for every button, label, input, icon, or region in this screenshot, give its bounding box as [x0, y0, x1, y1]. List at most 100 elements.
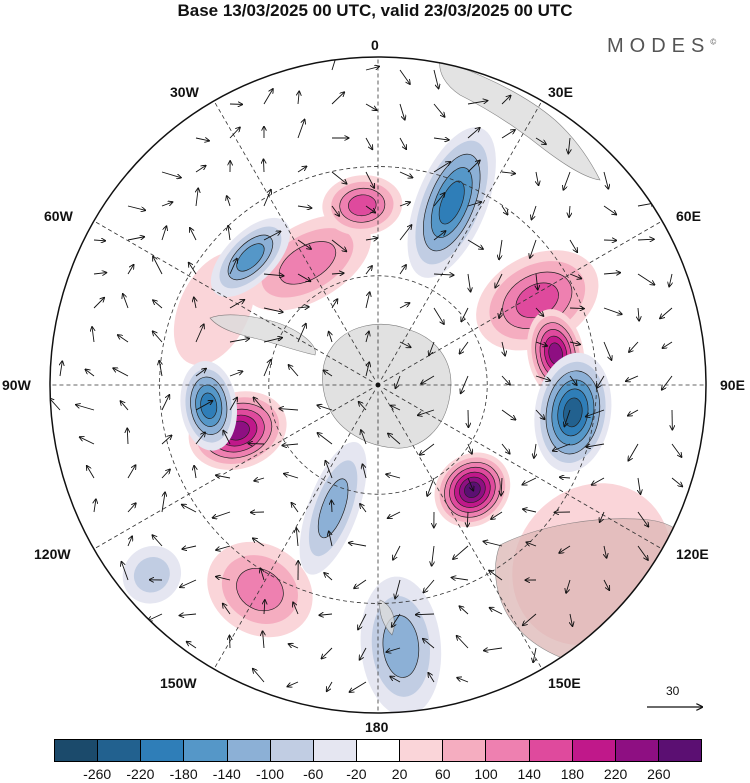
wind-vector — [559, 545, 571, 553]
wind-vector — [569, 342, 580, 344]
wind-vector — [284, 474, 299, 479]
lon-label-150w: 150W — [160, 675, 197, 691]
colorbar — [54, 739, 702, 762]
map-title: Base 13/03/2025 00 UTC, valid 23/03/2025… — [177, 1, 573, 20]
new-zealand — [379, 599, 395, 636]
wind-vector — [395, 375, 401, 388]
wind-vector — [560, 477, 571, 478]
lon-label-0: 0 — [371, 37, 379, 53]
wind-vector — [399, 69, 410, 84]
wind-vector — [603, 341, 611, 360]
wind-vector — [153, 257, 163, 275]
negative-anomaly-contour — [563, 397, 583, 428]
wind-vector — [161, 202, 172, 207]
colorbar-swatch — [356, 740, 401, 761]
wind-vector — [263, 190, 271, 207]
wind-vector — [586, 409, 605, 417]
wind-vector — [229, 300, 244, 309]
wind-vector — [365, 362, 369, 377]
colorbar-tick-label: -260 — [83, 766, 112, 782]
wind-vector — [253, 397, 265, 411]
colorbar-swatch — [572, 740, 616, 761]
colorbar-swatch — [529, 740, 573, 761]
brand-logo: MODES© — [607, 35, 716, 58]
wind-vector — [253, 669, 265, 683]
wind-vector — [433, 193, 445, 207]
wind-vector — [187, 642, 197, 649]
meridian-line — [213, 100, 376, 380]
wind-vector — [289, 365, 299, 377]
negative-anomaly-contour — [133, 557, 170, 593]
colorbar-swatch — [400, 740, 444, 761]
wind-vector — [161, 469, 170, 479]
wind-vector — [366, 332, 369, 343]
colorbar-swatch — [141, 740, 185, 761]
wind-vector — [489, 571, 503, 581]
wind-vector — [195, 324, 204, 343]
wind-vector — [161, 226, 166, 241]
wind-vector — [263, 89, 273, 105]
wind-vector — [123, 294, 129, 309]
wind-vector — [662, 375, 673, 390]
colorbar-swatch — [98, 740, 142, 761]
colorbar-tick-label: 20 — [391, 766, 408, 782]
wind-vector — [161, 171, 181, 178]
wind-vector — [354, 579, 367, 588]
wind-vector — [190, 228, 197, 241]
colorbar-tick-label: 60 — [435, 766, 451, 782]
wind-vector — [297, 273, 310, 281]
wind-vector — [229, 338, 249, 343]
colorbar-swatch — [658, 740, 702, 761]
wind-vector — [502, 341, 505, 356]
wind-vector — [483, 541, 503, 547]
wind-vector — [536, 273, 538, 290]
wind-vector — [569, 273, 581, 279]
wind-vector — [361, 430, 367, 445]
wind-vector — [296, 528, 298, 547]
wind-vector — [118, 335, 129, 343]
wind-vector — [159, 361, 162, 377]
wind-vector — [161, 435, 172, 445]
wind-vector — [600, 511, 605, 522]
meridian-line — [380, 100, 543, 380]
wind-vector — [535, 137, 546, 144]
wind-vector — [399, 171, 412, 178]
wind-vector — [533, 647, 536, 662]
colorbar-tick-label: -180 — [169, 766, 198, 782]
wind-vector — [195, 138, 209, 141]
wind-vector — [195, 432, 205, 445]
wind-vector — [638, 307, 639, 321]
wind-vector — [461, 307, 469, 321]
wind-vector — [386, 647, 401, 652]
wind-vector — [216, 577, 231, 581]
wind-vector — [324, 370, 333, 377]
wind-vector — [153, 331, 163, 343]
wind-vector — [603, 205, 616, 214]
wind-vector — [669, 273, 672, 286]
wind-vector — [432, 545, 434, 566]
wind-vector — [586, 443, 605, 447]
wind-vector — [359, 402, 367, 411]
wind-vector — [80, 437, 95, 445]
wind-vector — [433, 103, 445, 117]
wind-vector — [350, 681, 367, 692]
wind-vector — [152, 535, 163, 547]
wind-vector — [468, 273, 471, 292]
wind-vector — [329, 531, 333, 547]
wind-vector — [127, 237, 144, 241]
wind-vector — [637, 273, 654, 285]
colorbar-swatch — [270, 740, 314, 761]
wind-vector — [467, 477, 473, 491]
negative-anomaly-contour — [236, 243, 265, 272]
wind-vector — [331, 239, 346, 251]
wind-vector — [161, 395, 169, 411]
wind-vector — [531, 205, 537, 219]
wind-vector — [501, 96, 511, 105]
wind-vector — [263, 231, 280, 241]
meridian-line — [93, 220, 373, 383]
wind-vector — [297, 307, 309, 308]
wind-vector — [87, 466, 95, 479]
wind-vector — [457, 678, 469, 683]
wind-vector — [297, 324, 306, 343]
wind-vector — [76, 405, 95, 411]
